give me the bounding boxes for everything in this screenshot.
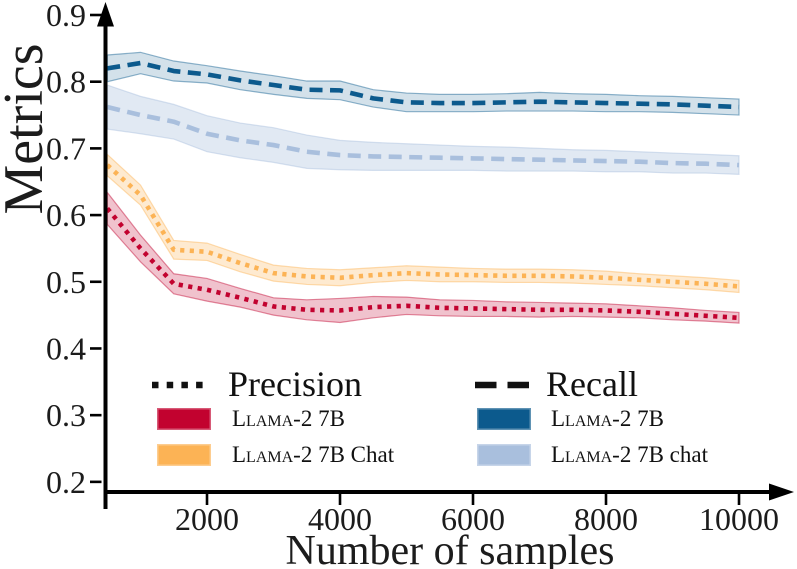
x-tick-label: 4000 <box>308 501 372 537</box>
y-tick-label: 0.5 <box>46 264 86 300</box>
y-tick-label: 0.6 <box>46 197 86 233</box>
band-precision-llama-2-7b-chat <box>106 153 740 294</box>
legend-swatch-recall-llama-2-7b-chat <box>477 444 531 466</box>
x-tick-label: 6000 <box>441 501 505 537</box>
x-tick-label: 8000 <box>574 501 638 537</box>
y-tick-label: 0.2 <box>46 464 86 500</box>
legend-title-recall: Recall <box>546 364 638 404</box>
legend-label-precision-llama-2-7b: Llama-2 7B <box>232 407 345 431</box>
y-tick-label: 0.4 <box>46 330 86 366</box>
x-tick-label: 2000 <box>175 501 239 537</box>
x-tick-label: 10000 <box>699 501 779 537</box>
y-tick-label: 0.9 <box>46 0 86 33</box>
legend-label-recall-llama-2-7b-chat: Llama-2 7B chat <box>551 443 708 467</box>
line-recall-llama-2-7b <box>106 60 740 110</box>
line-recall-llama-2-7b-chat <box>106 104 740 168</box>
precision-linestyle-sample <box>152 381 204 389</box>
y-tick-label: 0.3 <box>46 397 86 433</box>
legend-label-recall-llama-2-7b: Llama-2 7B <box>551 407 664 431</box>
legend-label-suffix: Chat <box>344 442 395 467</box>
y-axis-label: Metrics <box>0 43 55 215</box>
legend-label-suffix: chat <box>663 442 708 467</box>
band-precision-llama-2-7b <box>106 190 740 324</box>
band-recall-llama-2-7b-chat <box>106 84 740 176</box>
band-recall-llama-2-7b <box>106 51 740 116</box>
recall-linestyle-sample <box>475 381 529 389</box>
legend-swatch-recall-llama-2-7b <box>477 408 531 430</box>
legend-label-text: Llama-2 7B <box>551 442 664 467</box>
legend-label-text: Llama-2 7B <box>551 406 664 431</box>
legend-swatch-precision-llama-2-7b <box>157 408 211 430</box>
y-tick-label: 0.8 <box>46 64 86 100</box>
y-axis-arrow-icon <box>97 2 114 27</box>
legend-label-precision-llama-2-7b-chat: Llama-2 7B Chat <box>232 443 394 467</box>
legend-title-precision: Precision <box>228 364 362 404</box>
line-precision-llama-2-7b-chat <box>105 163 740 289</box>
x-axis-arrow-icon <box>769 483 794 501</box>
x-axis-label: Number of samples <box>285 528 615 569</box>
legend-label-text: Llama-2 7B <box>232 406 345 431</box>
legend-swatch-precision-llama-2-7b-chat <box>157 444 211 466</box>
y-tick-label: 0.7 <box>46 130 86 166</box>
legend-label-text: Llama-2 7B <box>232 442 345 467</box>
